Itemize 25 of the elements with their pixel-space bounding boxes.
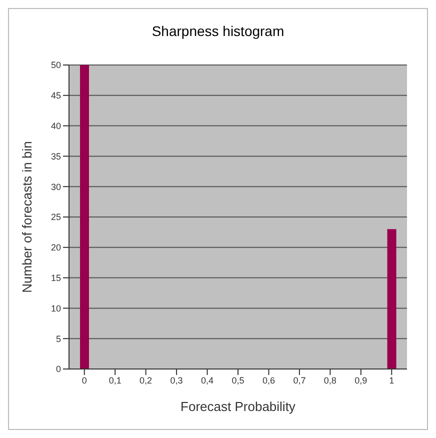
y-axis-title: Number of forecasts in bin: [20, 141, 35, 293]
y-tick-label: 50: [50, 60, 61, 70]
x-tick-label: 0,1: [108, 375, 122, 386]
x-tick-label: 0,2: [140, 375, 152, 386]
y-tick-label: 5: [56, 334, 61, 344]
y-tick-label: 0: [56, 364, 61, 374]
y-tick-label: 15: [50, 272, 61, 283]
x-tick-label: 0,6: [262, 375, 275, 386]
x-tick-label: 0,7: [293, 375, 306, 386]
x-tick-label: 0,8: [324, 375, 336, 386]
x-tick-label: 0,4: [201, 375, 214, 386]
x-axis-title: Forecast Probability: [180, 399, 296, 414]
y-tick-label: 35: [50, 151, 61, 162]
x-tick-label: 0: [82, 375, 87, 386]
x-tick-label: 0,5: [232, 375, 244, 386]
y-tick-label: 10: [50, 303, 61, 314]
y-tick-label: 20: [50, 242, 61, 253]
y-tick-label: 40: [50, 120, 61, 131]
y-tick-label: 45: [50, 90, 61, 101]
y-tick-label: 30: [50, 182, 61, 192]
y-tick-label: 25: [50, 212, 61, 222]
x-tick-label: 1: [389, 375, 394, 386]
x-tick-label: 0,9: [354, 375, 368, 386]
x-tick-label: 0,3: [170, 375, 183, 386]
chart-title: Sharpness histogram: [150, 22, 286, 41]
